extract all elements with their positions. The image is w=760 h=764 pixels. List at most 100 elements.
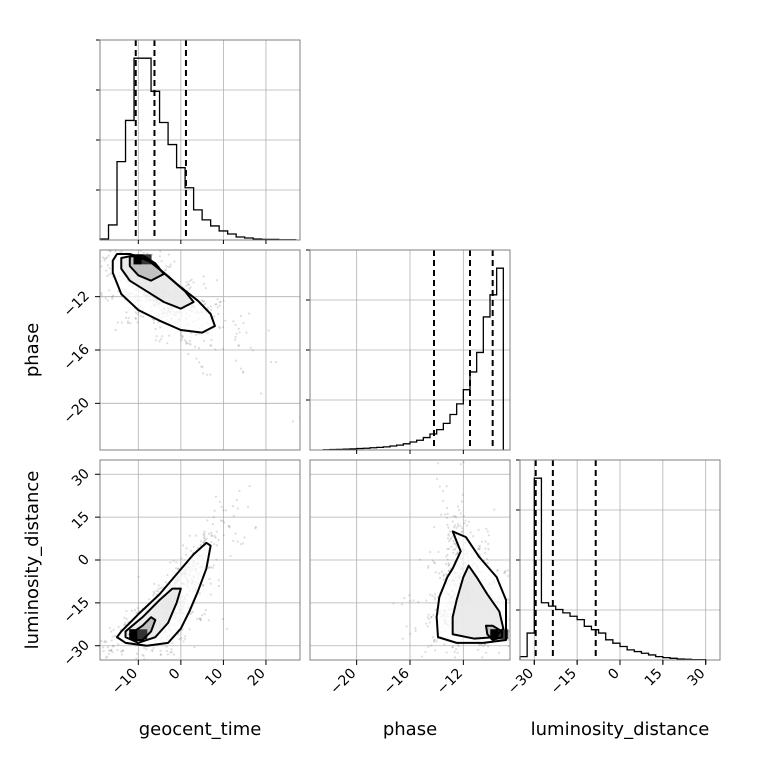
scatter-point	[463, 522, 466, 525]
scatter-point	[514, 606, 516, 608]
scatter-point	[202, 541, 205, 544]
scatter-point	[426, 566, 430, 569]
scatter-point	[484, 547, 487, 550]
scatter-point	[414, 627, 417, 630]
scatter-point	[141, 315, 145, 318]
scatter-point	[206, 331, 209, 335]
scatter-point	[215, 530, 218, 533]
scatter-point	[433, 561, 436, 564]
scatter-point	[412, 599, 415, 602]
xtick-label-geocent_time: −10	[109, 666, 141, 698]
scatter-point	[447, 534, 450, 537]
scatter-point	[457, 644, 460, 648]
scatter-point	[157, 587, 161, 590]
contour-line-2	[485, 624, 503, 641]
scatter-point	[446, 547, 449, 551]
scatter-point	[188, 534, 191, 537]
scatter-point	[210, 534, 213, 537]
scatter-point	[103, 259, 106, 262]
scatter-point	[119, 250, 122, 253]
scatter-point	[426, 625, 429, 628]
scatter-point	[507, 574, 510, 578]
scatter-point	[209, 305, 213, 308]
scatter-point	[206, 519, 209, 522]
scatter-point	[95, 669, 97, 671]
scatter-point	[203, 612, 206, 616]
scatter-point	[512, 568, 514, 570]
scatter-point	[274, 361, 278, 364]
scatter-point	[210, 344, 213, 347]
scatter-point	[231, 504, 234, 508]
scatter-point	[461, 493, 464, 496]
density-peak	[129, 629, 148, 640]
xtick-label-geocent_time: 10	[202, 666, 226, 690]
ytick-label-luminosity_distance: 15	[69, 509, 93, 533]
scatter-point	[456, 552, 459, 556]
scatter-point	[110, 639, 113, 642]
ytick-label-phase: −16	[61, 341, 93, 373]
scatter-point	[205, 373, 209, 376]
scatter-point	[241, 370, 245, 373]
scatter-point	[291, 420, 295, 423]
scatter-point	[433, 638, 437, 641]
scatter-point	[504, 570, 507, 573]
scatter-point	[112, 727, 114, 729]
scatter-point	[216, 298, 219, 301]
scatter-point	[123, 623, 126, 626]
scatter-point	[198, 618, 202, 621]
scatter-point	[451, 520, 454, 523]
scatter-point	[165, 645, 168, 648]
scatter-point	[409, 599, 412, 603]
scatter-point	[105, 640, 108, 644]
scatter-point	[124, 316, 128, 319]
scatter-point	[194, 534, 197, 537]
scatter-point	[433, 598, 437, 601]
density-peak-core	[129, 629, 138, 640]
scatter-point	[462, 514, 466, 518]
scatter-point	[167, 703, 169, 705]
scatter-point	[254, 525, 257, 529]
scatter-point	[254, 527, 257, 530]
scatter-point	[218, 500, 222, 503]
scatter-point	[209, 373, 212, 376]
scatter-point	[88, 289, 90, 291]
scatter-point	[490, 695, 492, 697]
scatter-point	[194, 333, 198, 336]
scatter-point	[452, 515, 455, 518]
scatter-point	[454, 548, 457, 551]
scatter-point	[432, 613, 435, 617]
scatter-point	[558, 706, 560, 708]
scatter-point	[169, 263, 172, 266]
scatter-point	[447, 547, 450, 550]
scatter-point	[444, 513, 447, 516]
scatter-point	[448, 661, 450, 663]
scatter-point	[480, 643, 483, 646]
scatter-panel-phase-vs-luminosity_distance	[309, 459, 560, 708]
scatter-point	[228, 526, 231, 529]
panel-content	[92, 485, 257, 729]
scatter-point	[478, 546, 481, 549]
scatter-point	[107, 661, 109, 663]
scatter-point	[74, 259, 76, 261]
scatter-point	[166, 661, 168, 663]
xtick-label-luminosity_distance: 30	[685, 666, 709, 690]
scatter-point	[192, 545, 195, 548]
scatter-point	[493, 508, 496, 511]
scatter-point	[514, 644, 516, 646]
scatter-point	[207, 565, 211, 569]
scatter-point	[185, 553, 188, 556]
scatter-point	[89, 241, 91, 243]
scatter-point	[96, 298, 98, 300]
scatter-point	[452, 539, 455, 543]
scatter-point	[104, 269, 108, 272]
scatter-point	[190, 278, 193, 281]
scatter-point	[456, 651, 459, 654]
ytick-label-luminosity_distance: −30	[61, 637, 93, 669]
scatter-point	[417, 666, 419, 668]
scatter-point	[136, 312, 139, 315]
scatter-point	[107, 649, 111, 652]
scatter-point	[180, 637, 183, 640]
scatter-point	[238, 331, 241, 334]
scatter-point	[92, 654, 94, 656]
